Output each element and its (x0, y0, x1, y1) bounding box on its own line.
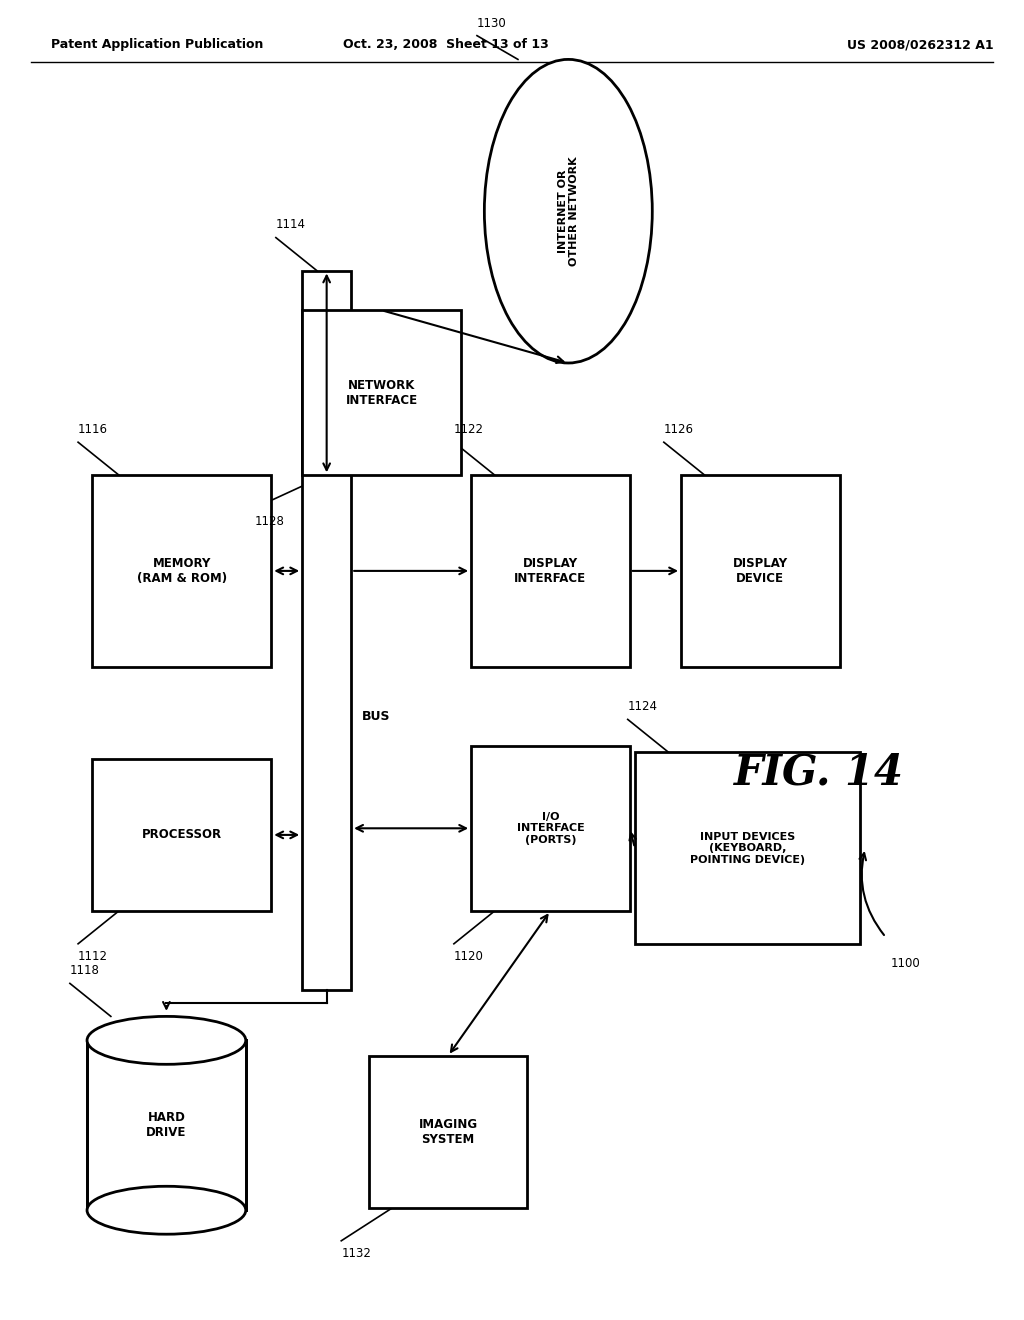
Text: 1130: 1130 (477, 17, 507, 30)
Text: 1128: 1128 (254, 515, 284, 528)
Text: 1114: 1114 (275, 218, 306, 231)
Text: FIG. 14: FIG. 14 (734, 751, 904, 793)
Bar (302, 310, 461, 475)
Text: MEMORY
(RAM & ROM): MEMORY (RAM & ROM) (136, 557, 227, 585)
Ellipse shape (87, 1016, 246, 1064)
Text: BUS: BUS (361, 710, 390, 723)
Text: 1132: 1132 (341, 1247, 371, 1261)
Bar (87, 1040, 246, 1210)
Bar (369, 1056, 527, 1208)
Text: Patent Application Publication: Patent Application Publication (51, 38, 263, 51)
Text: PROCESSOR: PROCESSOR (141, 829, 222, 841)
Text: IMAGING
SYSTEM: IMAGING SYSTEM (419, 1118, 477, 1146)
Text: DISPLAY
INTERFACE: DISPLAY INTERFACE (514, 557, 587, 585)
Bar (92, 759, 271, 911)
Bar (302, 271, 351, 990)
Text: INPUT DEVICES
(KEYBOARD,
POINTING DEVICE): INPUT DEVICES (KEYBOARD, POINTING DEVICE… (690, 832, 805, 865)
Text: Oct. 23, 2008  Sheet 13 of 13: Oct. 23, 2008 Sheet 13 of 13 (343, 38, 548, 51)
Ellipse shape (484, 59, 652, 363)
Ellipse shape (87, 1187, 246, 1234)
Text: 1116: 1116 (78, 422, 109, 436)
Bar (471, 475, 630, 667)
Text: DISPLAY
DEVICE: DISPLAY DEVICE (733, 557, 787, 585)
Text: INTERNET OR
OTHER NETWORK: INTERNET OR OTHER NETWORK (557, 156, 580, 267)
Text: 1120: 1120 (454, 950, 483, 964)
Text: 1124: 1124 (628, 700, 657, 713)
Bar (471, 746, 630, 911)
Bar (92, 475, 271, 667)
Text: 1118: 1118 (70, 964, 99, 977)
Text: US 2008/0262312 A1: US 2008/0262312 A1 (847, 38, 993, 51)
Text: 1126: 1126 (664, 422, 694, 436)
Text: NETWORK
INTERFACE: NETWORK INTERFACE (345, 379, 418, 407)
Text: I/O
INTERFACE
(PORTS): I/O INTERFACE (PORTS) (516, 812, 585, 845)
Bar (681, 475, 840, 667)
Text: HARD
DRIVE: HARD DRIVE (146, 1111, 186, 1139)
Text: 1122: 1122 (454, 422, 484, 436)
Bar (635, 752, 860, 944)
Text: 1100: 1100 (891, 957, 921, 970)
Text: 1112: 1112 (78, 950, 109, 964)
